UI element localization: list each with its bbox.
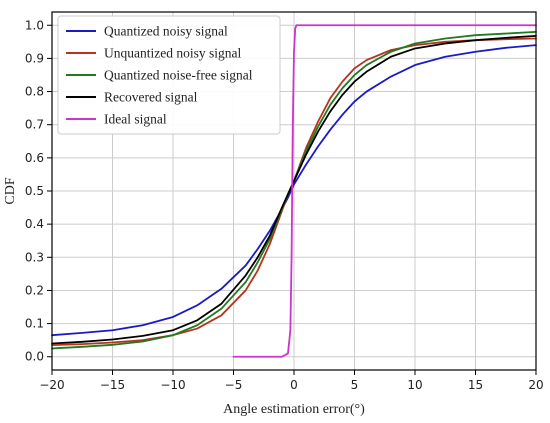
x-tick-label: 0 — [290, 378, 298, 392]
legend-label: Ideal signal — [104, 112, 167, 127]
legend: Quantized noisy signal Unquantized noisy … — [57, 15, 281, 135]
y-tick-label: 0.3 — [25, 250, 44, 264]
y-tick-label: 1.0 — [25, 18, 44, 32]
x-tick-label: 10 — [407, 378, 422, 392]
y-axis-title: CDF — [3, 177, 18, 204]
legend-label: Quantized noisy signal — [104, 24, 228, 39]
series-line-4 — [51, 34, 537, 345]
y-tick-label: 0.8 — [25, 85, 44, 99]
x-tick-label: −15 — [100, 378, 125, 392]
series-lines — [51, 24, 537, 358]
y-tick-label: 0.4 — [25, 217, 44, 231]
y-tick-label: 0.6 — [25, 151, 44, 165]
y-tick-label: 0.1 — [25, 317, 44, 331]
legend-label: Unquantized noisy signal — [104, 46, 241, 61]
y-tick-label: 0.5 — [25, 184, 44, 198]
x-tick-label: 5 — [351, 378, 359, 392]
axis-ticks: −20 −15 −10 −5 0 5 10 15 20 0.0 0.1 0.2 0.3 0.4 0.5 0.6… — [25, 18, 544, 392]
x-tick-label: −20 — [39, 378, 64, 392]
y-tick-label: 0.0 — [25, 350, 44, 364]
x-tick-label: −5 — [225, 378, 243, 392]
y-tick-label: 0.9 — [25, 51, 44, 65]
x-tick-label: 20 — [528, 378, 543, 392]
y-tick-label: 0.2 — [25, 283, 44, 297]
x-tick-label: −10 — [160, 378, 185, 392]
legend-box — [57, 15, 281, 135]
x-tick-label: 15 — [468, 378, 483, 392]
x-axis-title: Angle estimation error(°) — [223, 402, 365, 417]
series-line-1 — [51, 44, 537, 337]
legend-label: Recovered signal — [104, 90, 198, 105]
y-tick-label: 0.7 — [25, 118, 44, 132]
legend-label: Quantized noise-free signal — [104, 68, 253, 83]
series-line-5 — [232, 24, 537, 358]
